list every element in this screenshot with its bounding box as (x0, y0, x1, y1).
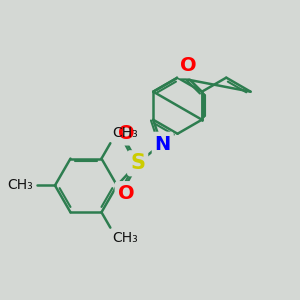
Text: CH₃: CH₃ (112, 126, 138, 140)
Text: O: O (118, 124, 134, 142)
Text: CH₃: CH₃ (7, 178, 33, 192)
Text: O: O (180, 56, 197, 75)
Text: S: S (130, 153, 145, 173)
Text: O: O (118, 184, 134, 203)
Text: N: N (154, 135, 171, 154)
Text: CH₃: CH₃ (112, 231, 138, 245)
